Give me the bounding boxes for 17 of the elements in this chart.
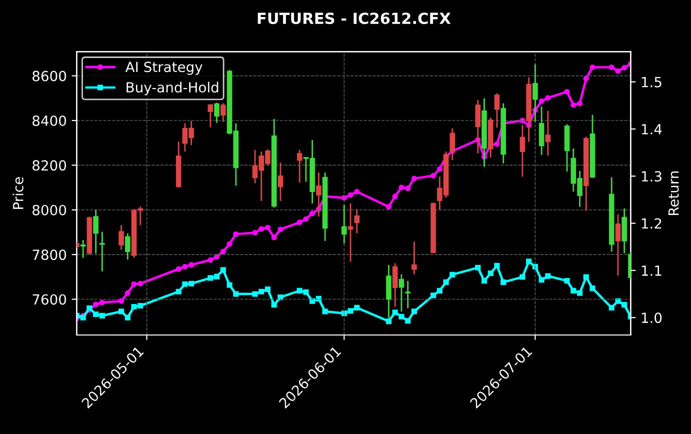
y2-tick-label: 1.1 [642,266,662,276]
y2-axis-title: Return [668,171,679,216]
y-tick-label: 8600 [32,70,66,82]
chart-title: FUTURES - IC2612.CFX [258,12,451,24]
y-tick-label: 8400 [32,115,66,126]
y2-tick-label: 1.0 [642,312,662,324]
legend-label: AI Strategy [125,62,202,75]
y-axis-title: Price [12,177,24,209]
y2-tick-label: 1.3 [642,171,662,182]
legend-label: Buy-and-Hold [126,82,218,96]
y-tick-label: 7600 [32,294,66,305]
y-tick-label: 8200 [32,160,66,171]
y2-tick-label: 1.4 [642,124,662,134]
y2-tick-label: 1.5 [642,77,662,88]
y-tick-label: 8000 [32,204,66,216]
y2-tick-label: 1.2 [642,218,662,229]
y-tick-label: 7800 [32,250,66,260]
